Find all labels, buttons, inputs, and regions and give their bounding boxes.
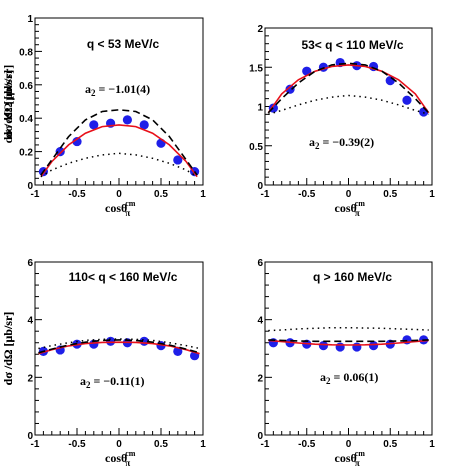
- chart-panel-1: -1 -0.5 0 0.5 1 0 0.2 0.4 0.6 0.8 1 q < 53 MeV/c a2 …: [1, 14, 206, 218]
- y-tick-label: 4: [257, 316, 263, 327]
- x-tick-label: 0: [116, 439, 122, 450]
- curve-dotted: [38, 338, 200, 350]
- x-axis-label: cosθπcm: [335, 199, 366, 218]
- y-axis-label: dσ /dΩ [μb/sr]: [1, 65, 15, 139]
- data-point: [89, 339, 99, 349]
- y-tick-label: 1: [257, 103, 263, 114]
- y-tick-label: 6: [27, 258, 33, 269]
- y-axis-label: dσ /dΩ [μb/sr]: [1, 312, 15, 386]
- data-point: [368, 341, 379, 351]
- fit-annotation: a2 = −0.11(1): [80, 374, 145, 390]
- data-point: [173, 155, 183, 165]
- data-point: [55, 147, 65, 157]
- x-tick-label: -0.5: [298, 189, 316, 200]
- data-point: [335, 342, 345, 352]
- y-tick-label: 0.6: [19, 81, 33, 92]
- y-tick-label: 1: [27, 14, 33, 25]
- curve-dashed: [38, 339, 200, 354]
- data-point: [72, 136, 82, 147]
- fit-curve-solid: [40, 124, 198, 178]
- y-tick-label: 6: [257, 258, 263, 269]
- fit-annotation: a2 = −1.01(4): [85, 82, 150, 98]
- x-tick-label: -1: [261, 189, 270, 200]
- curve-dashed: [267, 62, 430, 114]
- data-point: [139, 120, 149, 130]
- data-point: [156, 138, 166, 148]
- x-tick-label: 0.5: [383, 189, 397, 200]
- y-tick-label: 0: [27, 431, 33, 442]
- y-axis-label: dσ /dΩ [μb/sr]: [1, 312, 15, 386]
- x-tick-label: -1: [31, 189, 40, 200]
- y-tick-label: 0.8: [19, 47, 33, 58]
- curve-dotted: [268, 326, 429, 332]
- x-axis-label: cosθπcm: [105, 449, 136, 468]
- curve-dashed: [40, 108, 198, 176]
- curve-dotted: [268, 94, 429, 116]
- x-tick-label: -0.5: [298, 439, 316, 450]
- panel-title: 53< q < 110 MeV/c: [301, 38, 403, 52]
- y-tick-label: 0.2: [19, 148, 33, 159]
- x-tick-label: -0.5: [68, 439, 86, 450]
- y-tick-label: 0: [27, 181, 33, 192]
- curve-dashed: [268, 339, 429, 343]
- x-tick-label: 0: [346, 439, 352, 450]
- x-axis-label: cosθπcm: [335, 449, 366, 468]
- curve-dotted: [40, 152, 198, 178]
- y-tick-label: 1.5: [249, 63, 263, 74]
- x-tick-label: 1: [200, 189, 206, 200]
- y-tick-label: 0.5: [249, 142, 263, 153]
- data-point: [402, 95, 412, 105]
- x-tick-label: 0.5: [383, 439, 397, 450]
- data-point: [352, 342, 362, 352]
- chart-panel-4: -1 -0.5 0 0.5 1 0 2 4 6 q > 160 MeV/c a2 = 0.06(1)…: [1, 258, 435, 468]
- fit-curve-solid: [268, 339, 429, 346]
- x-axis-label: cosθπcm: [105, 199, 136, 218]
- x-tick-label: 0: [116, 189, 122, 200]
- y-tick-label: 2: [257, 24, 263, 35]
- data-point: [285, 84, 295, 94]
- x-tick-label: 1: [429, 439, 435, 450]
- x-tick-label: 1: [200, 439, 206, 450]
- y-tick-label: 4: [27, 316, 33, 327]
- x-tick-label: 0: [346, 189, 352, 200]
- chart-panel-3: -1 -0.5 0 0.5 1 0 2 4 6 110< q < 160 MeV/c a2 = −0…: [1, 258, 206, 468]
- fit-annotation: a2 = −0.39(2): [309, 135, 374, 151]
- x-tick-label: -1: [31, 439, 40, 450]
- y-tick-label: 2: [27, 373, 33, 384]
- y-tick-label: 0: [257, 181, 263, 192]
- y-tick-label: 2: [257, 373, 263, 384]
- panel-title: q > 160 MeV/c: [313, 270, 392, 284]
- y-tick-label: 0.4: [19, 114, 33, 125]
- data-point: [318, 341, 329, 351]
- chart-panel-2: -1 -0.5 0 0.5 1 0 0.5 1 1.5 2 53< q < 110 MeV/c a2 …: [1, 24, 435, 218]
- x-tick-label: -0.5: [68, 189, 86, 200]
- fit-curve-solid: [267, 64, 430, 114]
- data-point: [122, 115, 132, 125]
- x-tick-label: 1: [429, 189, 435, 200]
- x-tick-label: 0.5: [154, 439, 168, 450]
- y-axis-label: dσ /dΩ [μb/sr]: [1, 70, 15, 144]
- fit-annotation: a2 = 0.06(1): [320, 370, 378, 386]
- panel-title: q < 53 MeV/c: [87, 37, 160, 51]
- x-tick-label: -1: [261, 439, 270, 450]
- data-point: [106, 336, 116, 346]
- x-tick-label: 0.5: [154, 189, 168, 200]
- plot-frame: [264, 261, 433, 436]
- y-tick-label: 0: [257, 431, 263, 442]
- panel-title: 110< q < 160 MeV/c: [69, 270, 178, 284]
- data-point: [89, 120, 99, 130]
